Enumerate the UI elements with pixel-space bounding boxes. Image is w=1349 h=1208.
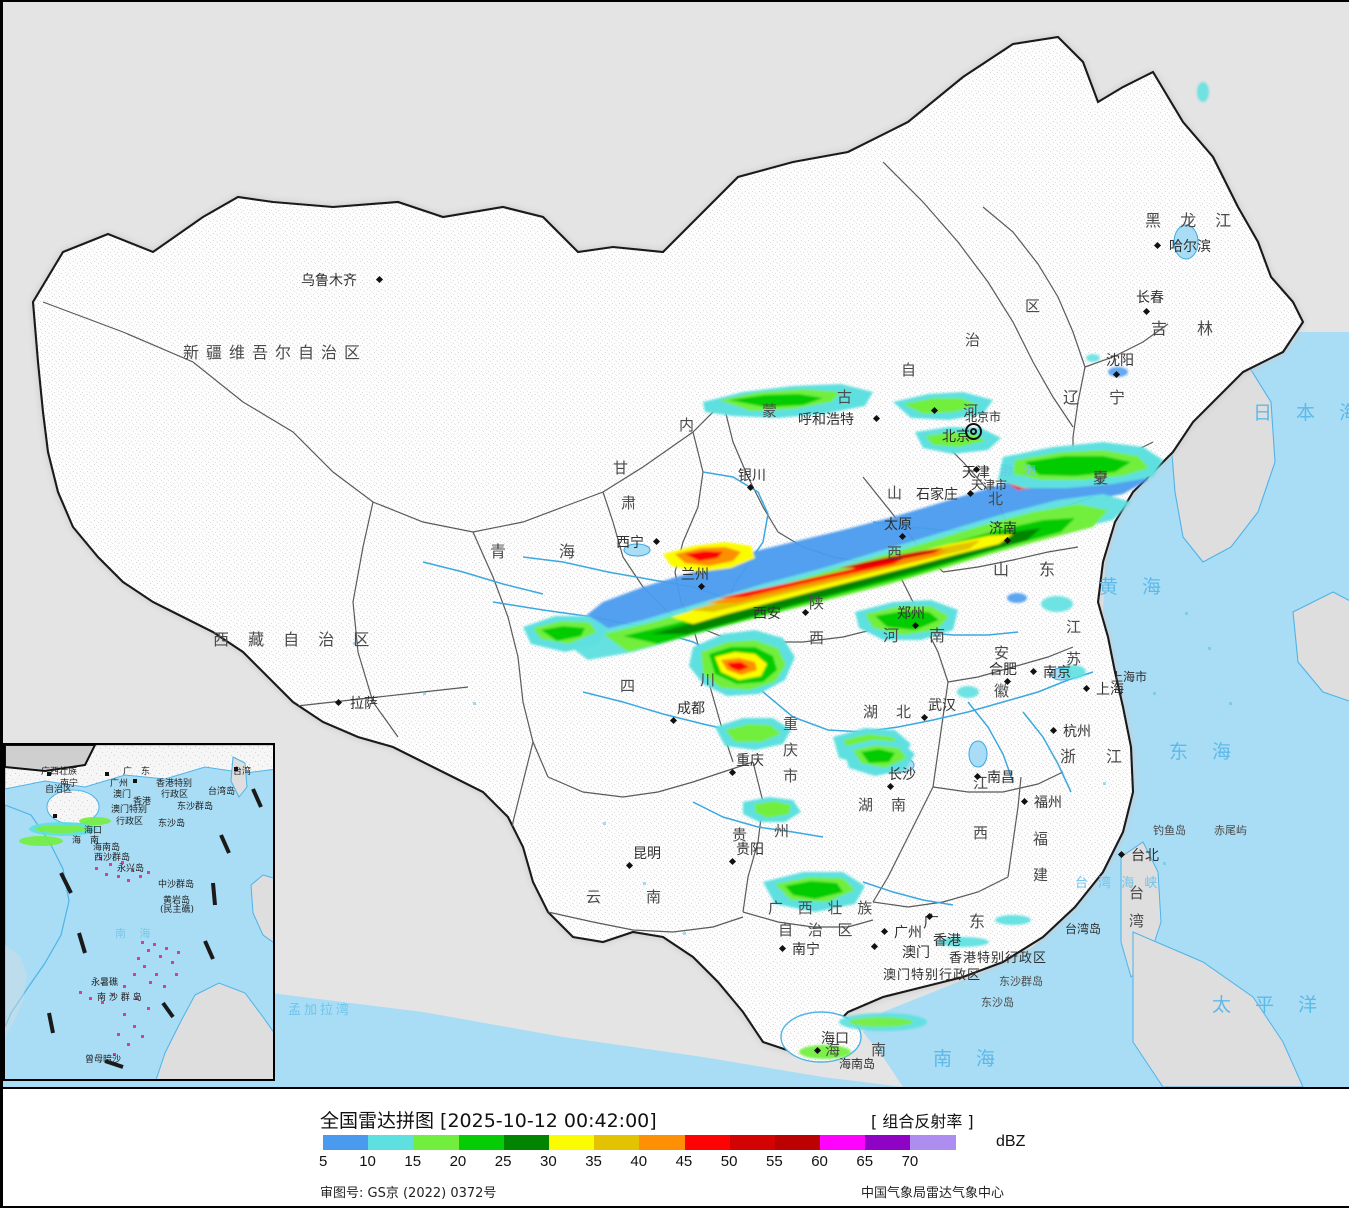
echo-south-coast [799,915,1031,1059]
inset-reef-dots [79,857,180,1056]
colorbar-tick-65: 65 [856,1153,874,1170]
colorbar-tick-55: 55 [766,1153,783,1170]
inset-borneo [155,982,273,1079]
philippines-land [1132,931,1304,1087]
map-approval-number: 审图号: GS京 (2022) 0372号 [320,1186,497,1201]
south-china-sea-inset[interactable]: 广西壮族 自治区 南宁广 东广州 澳门 香港 香港特别 行政区 澳门特别 行政区 台湾 台湾岛 东沙群… [3,743,275,1081]
inset-city-dots [47,767,238,818]
radar-station-icon [965,423,982,440]
colorbar-tick-50: 50 [720,1153,738,1170]
china-landmass [31,35,1305,1054]
echo-henan [855,600,958,640]
japan-landmass [1292,591,1349,702]
echo-lanzhou-core [663,542,755,572]
echo-qinghai [523,616,608,652]
inset-echo [19,817,111,846]
page-bottom-rule [3,1206,1349,1208]
legend-title: 全国雷达拼图 [2025-10-12 00:42:00] [320,1110,657,1132]
colorbar-swatch-35[interactable] [594,1135,640,1150]
colorbar-swatch-45[interactable] [684,1135,730,1150]
lakes-layer [623,224,1199,773]
colorbar-tick-5: 5 [319,1153,328,1170]
nine-dash-line [47,788,263,1069]
colorbar-swatch-30[interactable] [548,1135,595,1150]
colorbar-swatch-50[interactable] [729,1135,775,1150]
china-radar-map[interactable]: 新疆维吾尔自治区西 藏 自 治 区青 海甘肃内蒙古自治区黑 龙 江吉 林辽 宁河… [3,2,1349,1087]
colorbar-tick-60: 60 [811,1153,828,1170]
colorbar-tick-20: 20 [449,1153,467,1170]
colorbar-swatch-15[interactable] [413,1135,459,1150]
colorbar-swatch-20[interactable] [458,1135,504,1150]
legend-panel: 全国雷达拼图 [2025-10-12 00:42:00] [ 组合反射率 ] 5… [3,1087,1349,1208]
echo-north [703,384,1001,454]
colorbar-swatch-40[interactable] [639,1135,685,1150]
echo-jiangsu [957,593,1086,698]
colorbar-swatch-65[interactable] [865,1135,911,1150]
colorbar-ticks: 5 10 15 20 25 30 35 40 45 50 55 60 65 70 [319,1153,1043,1173]
clutter-speckles [353,612,1232,935]
echo-guizhou [743,797,801,822]
colorbar-tick-15: 15 [404,1153,422,1170]
colorbar-tick-45: 45 [675,1153,693,1170]
map-canvas [3,2,1349,1087]
echo-sichuan [689,630,795,696]
colorbar-swatch-55[interactable] [774,1135,821,1150]
echo-shandong [998,442,1163,488]
radar-echo-layer [523,82,1209,1059]
colorbar-tick-30: 30 [540,1153,557,1170]
china-national-border [31,35,1305,1054]
colorbar-tick-35: 35 [585,1153,602,1170]
echo-hunan [843,740,915,776]
colorbar-swatch-25[interactable] [503,1135,549,1150]
issuing-agency: 中国气象局雷达气象中心 [860,1186,1004,1201]
echo-guangxi [763,872,865,912]
colorbar[interactable] [323,1135,956,1150]
colorbar-tick-40: 40 [630,1153,648,1170]
colorbar-tick-70: 70 [901,1153,919,1170]
colorbar-swatch-70[interactable] [910,1135,956,1150]
colorbar-tick-10: 10 [359,1153,376,1170]
colorbar-swatch-60[interactable] [820,1135,866,1150]
colorbar-unit-label: dBZ [996,1133,1026,1150]
colorbar-tick-25: 25 [494,1153,512,1170]
inset-canvas [5,745,273,1079]
inset-philippines [250,874,273,943]
colorbar-swatch-5[interactable] [323,1135,369,1150]
colorbar-swatch-10[interactable] [368,1135,414,1150]
legend-product-mode: [ 组合反射率 ] [871,1112,974,1131]
